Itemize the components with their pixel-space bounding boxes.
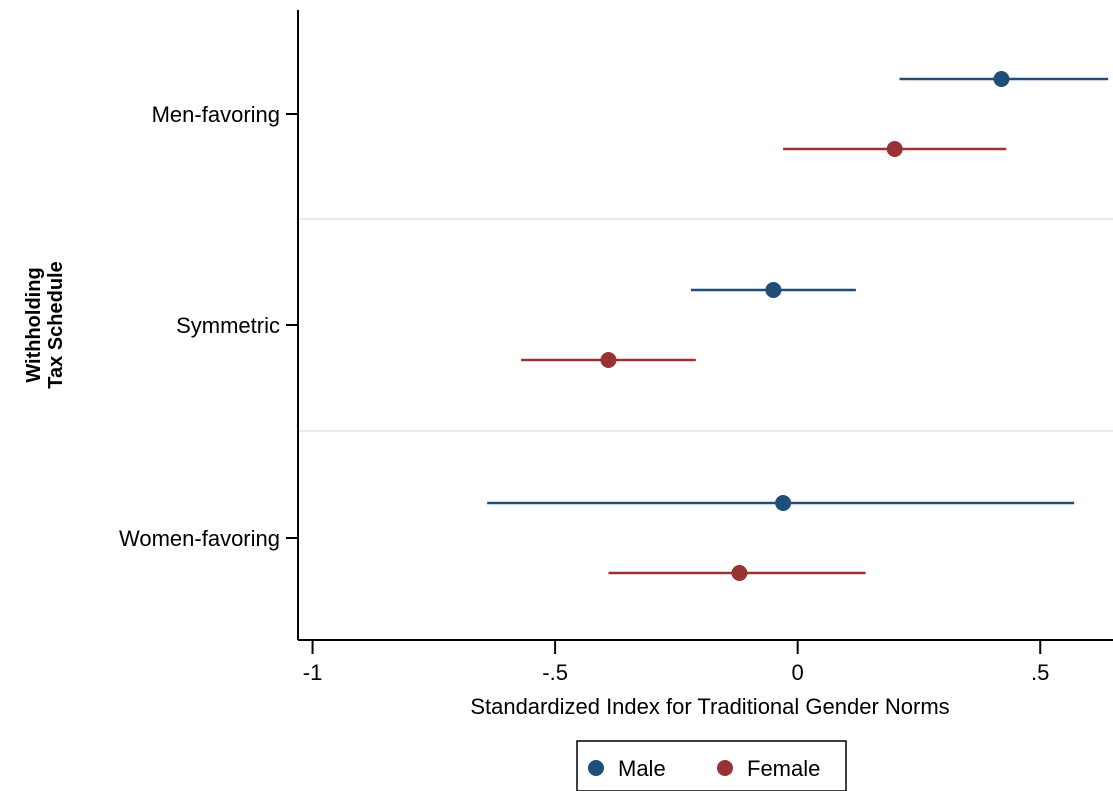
y-tick-label: Symmetric: [176, 313, 280, 338]
legend-box: [576, 740, 847, 791]
x-tick-label: 0: [792, 660, 804, 685]
y-axis-ticks: Men-favoring Symmetric Women-favoring: [119, 102, 298, 551]
legend-marker-male: [588, 760, 604, 776]
point-estimate-male: [775, 495, 792, 511]
legend-label-male: Male: [618, 756, 666, 781]
plot-axes: [297, 10, 1113, 641]
y-tick-label: Women-favoring: [119, 526, 280, 551]
x-tick-label: -1: [303, 660, 323, 685]
point-estimate-male: [993, 71, 1010, 87]
x-axis-ticks: -1 -.5 0 .5: [303, 640, 1049, 685]
point-estimate-female: [886, 141, 903, 157]
plot-marks: [487, 71, 1109, 581]
point-estimate-female: [600, 352, 617, 368]
category-separators: [298, 218, 1113, 432]
y-axis-title: Withholding Tax Schedule: [23, 261, 67, 388]
legend-label-female: Female: [747, 756, 820, 781]
y-axis-title-line-2: Tax Schedule: [45, 261, 67, 388]
legend: Male Female: [576, 740, 847, 791]
point-estimate-male: [765, 282, 782, 298]
point-estimate-female: [731, 565, 748, 581]
legend-marker-female: [717, 760, 733, 776]
x-tick-label: .5: [1031, 660, 1049, 685]
y-tick-label: Men-favoring: [152, 102, 280, 127]
y-axis-title-line-1: Withholding: [23, 267, 45, 382]
x-tick-label: -.5: [542, 660, 568, 685]
x-axis-title: Standardized Index for Traditional Gende…: [470, 694, 949, 719]
